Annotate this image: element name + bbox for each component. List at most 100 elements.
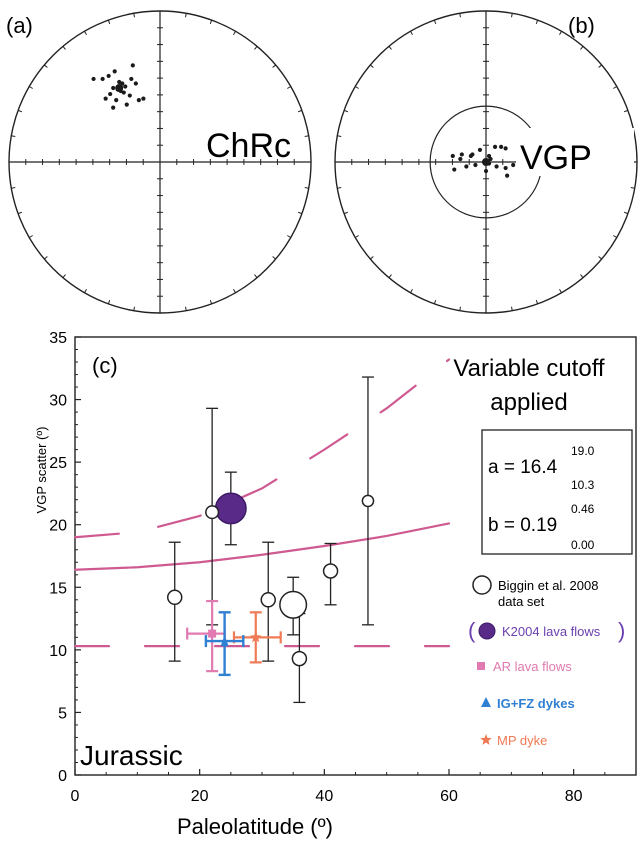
panel-a-rim-tick [272,64,276,68]
panel-a-rim-tick [84,289,87,294]
k2004-lava-flow-point [214,492,247,525]
param-b-value: b = 0.19 [488,515,557,536]
y-tick-label: 10 [49,643,67,660]
panel-a-rim-tick [44,256,48,260]
param-a-value: a = 16.4 [488,457,558,478]
panel-b-rim-tick [535,19,539,25]
legend-mp-label: MP dyke [497,733,547,748]
panel-a-rim-tick [209,19,213,25]
panel-a-rim-tick [11,187,16,189]
panel-b-rim-tick [370,256,374,260]
panel-a-direction-point [108,91,113,97]
panel-b-title-backing [516,128,634,176]
panel-b-direction-point [483,168,489,174]
panel-b-title: VGP [520,139,592,177]
panel-c-label: (c) [92,353,118,378]
panel-a-points [91,63,146,110]
panel-b-direction-point [470,152,475,157]
panel-b-rim-tick [410,30,413,35]
legend-biggin-label-2: data set [498,594,545,609]
panel-b-rim-tick [459,13,461,18]
panel-a-rim-tick [287,235,292,238]
x-tick-label: 80 [565,788,583,805]
legend: Biggin et al. 2008 data set ( K2004 lava… [468,575,625,748]
biggin-data-point [291,650,308,667]
panel-a-rim-tick [304,135,309,137]
legend-k2004-marker [478,622,496,640]
panel-a-direction-point [127,93,132,98]
era-label: Jurassic [80,740,183,771]
panel-a-rim-tick [254,46,258,50]
panel-a-rim-tick [233,289,236,294]
panel-a-rim-tick [11,135,16,137]
panel-b-direction-point [511,162,516,168]
panel-a-rim-tick [287,86,292,89]
panel-a-rim-tick [297,109,303,113]
y-tick-label: 25 [49,455,67,472]
panel-b-rim-tick [370,64,374,68]
panel-a-rim-tick [17,109,23,113]
panel-c-chart: 0 5 10 15 20 25 30 35 0 20 40 60 80 (c) Jurassic Var… [34,330,637,839]
biggin-data-point [260,592,276,608]
panel-b-rim-tick [598,64,602,68]
panel-a-rim-tick [107,19,111,25]
mp-dyke-point [250,631,262,643]
cutoff-note-line2: applied [490,389,567,416]
y-tick-label: 15 [49,580,67,597]
panel-a-direction-point [106,73,111,79]
panel-b-rim-tick [580,274,584,278]
panel-b-rim-tick [433,299,437,305]
panel-b-points [450,144,516,178]
legend-ar-marker [477,662,485,670]
panel-c-axes: 0 5 10 15 20 25 30 35 0 20 40 60 80 [49,330,606,805]
panel-a-direction-point [111,85,116,91]
param-a-lower: 10.3 [571,478,595,492]
panel-b-rim-tick [580,46,584,50]
param-b-upper: 0.46 [571,502,595,516]
panel-b-rim-tick [598,256,602,260]
panel-a-stereonet: (a) ChRc [6,10,312,314]
panel-b-rim-tick [459,306,461,311]
y-tick-label: 0 [58,768,67,785]
param-a-upper: 19.0 [571,444,595,458]
panel-a-direction-point [112,69,117,74]
model-curve-upper-bound [73,358,451,539]
panel-a-direction-point [133,81,138,86]
biggin-data-point [166,589,183,606]
panel-b-direction-point [452,167,457,172]
panel-a-rim-tick [62,46,66,50]
panel-b-rim-tick [535,299,539,305]
panel-c-data-marks [166,376,375,704]
panel-b-rim-tick [343,211,349,215]
panel-b-rim-tick [623,109,629,113]
panel-a-direction-point [141,96,146,101]
panel-a-direction-point [100,76,105,82]
panel-a-rim-tick [28,86,33,89]
parameter-box: a = 16.4 19.0 10.3 b = 0.19 0.46 0.00 [481,429,633,555]
legend-biggin-label-1: Biggin et al. 2008 [498,578,598,593]
panel-a-rim-tick [185,306,187,311]
panel-a-rim-tick [297,211,303,215]
panel-a-direction-point [136,97,141,103]
panel-a-rim-tick [84,30,87,35]
panel-b-rim-tick [623,211,629,215]
param-b-lower: 0.00 [571,538,595,552]
panel-b-direction-point [499,144,504,149]
panel-b-direction-point [503,165,508,171]
legend-ar-label: AR lava flows [493,659,572,674]
panel-a-direction-point [121,90,126,95]
y-axis-title: VGP scatter (º) [34,427,49,514]
panel-b-direction-point [505,173,510,178]
panel-a-label: (a) [6,13,33,38]
parameter-box-frame [481,429,633,555]
panel-a-rim-tick [62,274,66,278]
panel-b-rim-tick [337,187,342,189]
panel-a-direction-point [130,63,135,68]
legend-mp-marker [480,734,492,745]
panel-b-direction-point [459,152,464,157]
panel-a-rim-tick [107,299,111,305]
panel-b-direction-point [486,153,492,159]
panel-b-rim-tick [511,13,513,18]
model-curve-best-fit [73,522,451,571]
